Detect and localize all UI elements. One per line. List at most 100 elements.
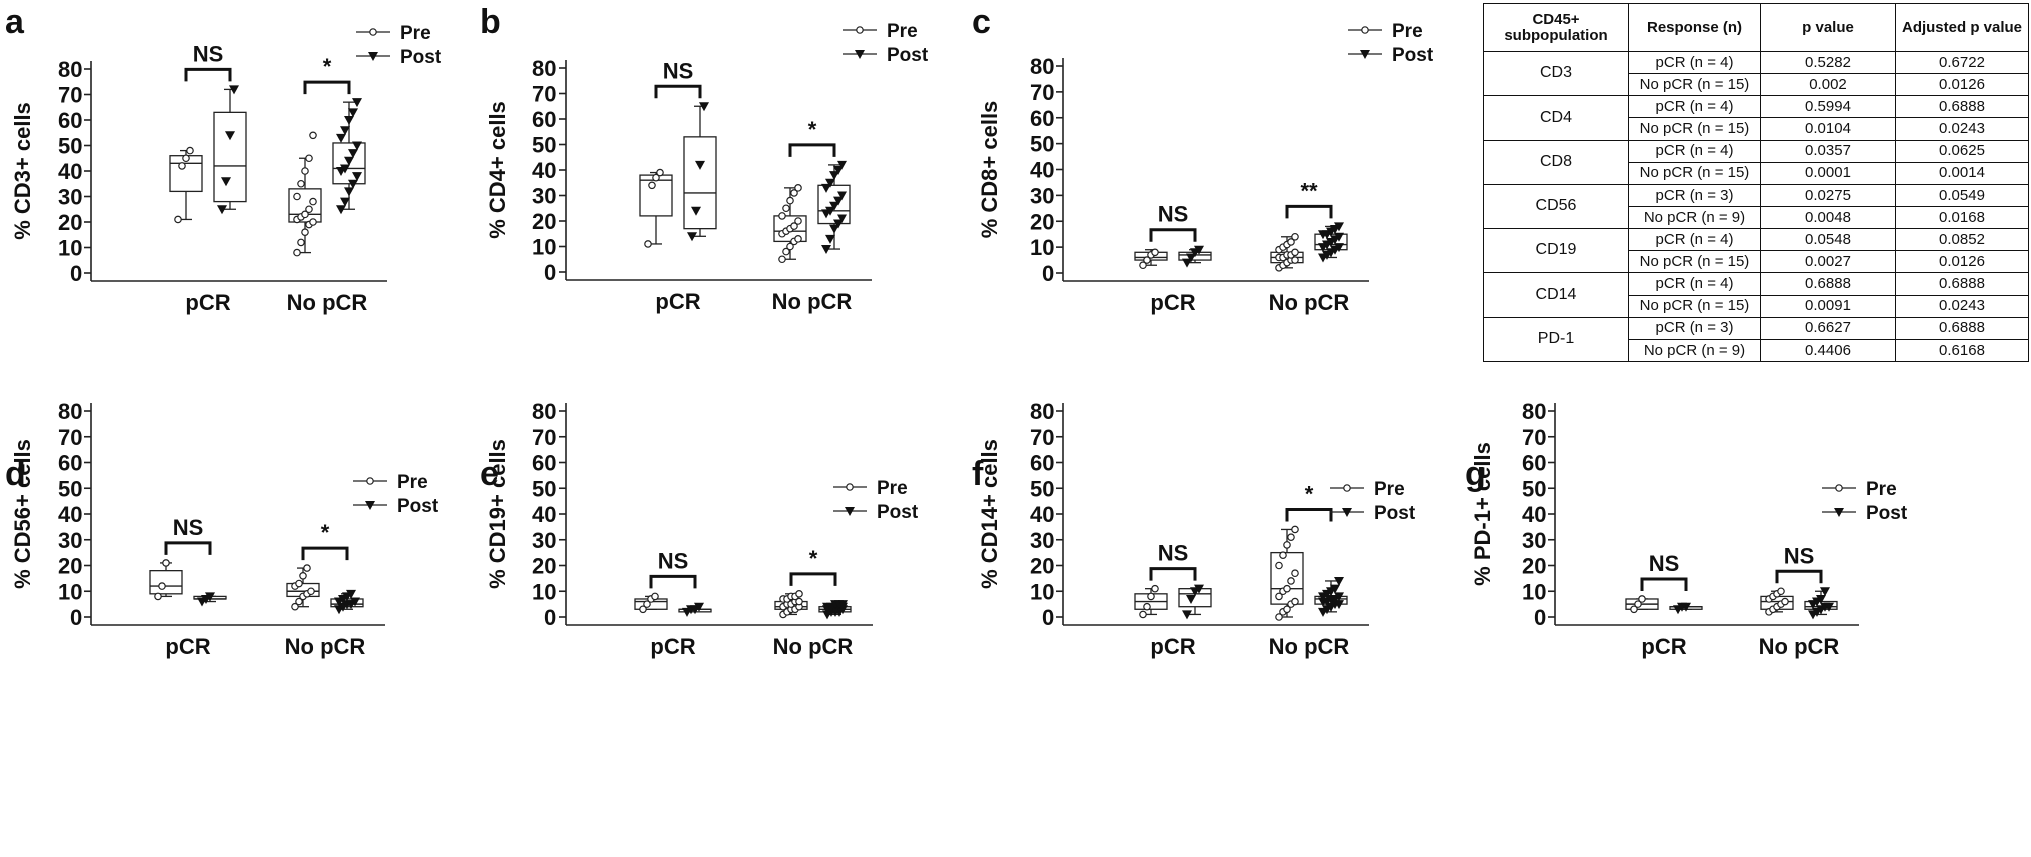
data-point-pre (1143, 256, 1151, 264)
data-point-pre (1291, 248, 1299, 257)
box-pre (774, 590, 808, 619)
y-tick-label: 60 (58, 108, 82, 133)
table-cell-response: pCR (n = 4) (1628, 272, 1761, 296)
y-axis-label: % CD4+ cells (485, 101, 510, 239)
x-category-label: No pCR (1759, 634, 1840, 659)
table-cell-adjusted-p-value: 0.0625 (1895, 139, 2029, 163)
legend-marker-post (365, 501, 375, 510)
data-point-pre (295, 579, 303, 588)
legend-label-pre: Pre (887, 21, 918, 42)
y-tick-label: 70 (1030, 425, 1054, 450)
table-cell-p-value: 0.002 (1760, 73, 1896, 97)
table-row: CD8 pCR (n = 4) 0.0357 0.0625 (1483, 139, 2029, 185)
legend-label-post: Post (400, 47, 442, 68)
box (213, 111, 247, 203)
y-tick-label: 0 (1534, 605, 1546, 630)
data-point-pre (174, 215, 182, 224)
data-point-pre (794, 235, 802, 243)
data-point-pre (305, 154, 313, 163)
table-cell-adjusted-p-value: 0.0243 (1895, 294, 2029, 318)
data-point-pre (794, 184, 802, 192)
table-row: No pCR (n = 9) 0.4406 0.6168 (1484, 338, 2029, 363)
data-point-post (205, 592, 215, 602)
y-axis-label: % CD3+ cells (10, 102, 35, 240)
table-cell-response: pCR (n = 4) (1628, 228, 1761, 252)
data-point-pre (291, 602, 299, 611)
data-point-post (217, 205, 227, 215)
box-pre (288, 131, 322, 257)
data-point-post (695, 160, 705, 170)
significance-bracket (1285, 507, 1333, 522)
data-point-post (348, 108, 358, 118)
y-tick-label: 50 (1030, 476, 1054, 501)
significance-label: NS (658, 548, 689, 573)
data-point-post (350, 597, 360, 607)
significance-bracket (789, 572, 837, 586)
data-point-pre (1634, 600, 1642, 608)
data-point-pre (1151, 248, 1159, 257)
data-point-post (821, 183, 831, 193)
legend: Pre Post (356, 23, 442, 68)
y-tick-label: 40 (532, 158, 556, 183)
y-tick-label: 80 (58, 399, 82, 424)
data-point-post (352, 141, 362, 151)
significance-label: NS (173, 515, 204, 540)
data-point-pre (652, 173, 660, 182)
y-tick-label: 20 (1522, 554, 1546, 579)
data-point-post (1334, 243, 1344, 253)
legend-label-post: Post (1374, 503, 1416, 524)
y-tick-label: 0 (70, 261, 82, 286)
legend-label-post: Post (1392, 45, 1434, 66)
table-cell-p-value: 0.0104 (1760, 117, 1896, 141)
box-post (332, 98, 366, 215)
x-category-label: No pCR (285, 634, 366, 659)
data-point-post (825, 178, 835, 188)
data-point-pre (1638, 595, 1646, 603)
y-tick-label: 30 (1522, 528, 1546, 553)
data-point-pre (786, 196, 794, 205)
data-point-pre (644, 240, 652, 248)
panel-letter: b (480, 3, 501, 41)
significance-bracket (301, 546, 349, 561)
x-category-label: pCR (1150, 290, 1195, 315)
data-point-post (829, 224, 839, 234)
table-cell-response: No pCR (n = 15) (1628, 250, 1761, 274)
x-category-label: pCR (1641, 634, 1686, 659)
data-point-pre (1287, 577, 1295, 585)
data-point-pre (778, 212, 786, 220)
data-point-pre (1275, 592, 1283, 601)
legend-marker-pre (366, 477, 374, 485)
y-tick-label: 10 (1030, 235, 1054, 260)
box-pre (286, 564, 320, 611)
box-post (1178, 584, 1212, 620)
y-tick-label: 30 (1030, 183, 1054, 208)
y-tick-label: 30 (58, 185, 82, 210)
data-point-post (1186, 594, 1196, 604)
significance-bracket (164, 541, 212, 555)
data-point-pre (182, 154, 190, 163)
legend-marker-post (368, 52, 378, 61)
y-tick-label: 80 (532, 399, 556, 424)
data-point-pre (305, 205, 313, 214)
y-tick-label: 50 (58, 134, 82, 159)
data-point-pre (309, 197, 317, 206)
data-point-pre (651, 592, 659, 601)
table-cell-subpopulation: CD56 (1483, 183, 1629, 230)
data-point-pre (295, 597, 303, 606)
box-post (817, 160, 851, 255)
table-cell-p-value: 0.0275 (1760, 183, 1896, 207)
y-tick-label: 40 (1522, 502, 1546, 527)
legend-label-post: Post (877, 502, 919, 523)
y-axis-label: % CD19+ cells (485, 439, 510, 589)
box (149, 570, 183, 595)
data-point-post (348, 149, 358, 159)
table-cell-p-value: 0.5282 (1760, 50, 1896, 75)
significance-label: NS (1158, 541, 1189, 566)
data-point-post (825, 206, 835, 216)
data-point-pre (1139, 610, 1147, 619)
box-post (1314, 576, 1348, 617)
legend: Pre Post (1822, 479, 1908, 524)
legend-label-pre: Pre (877, 478, 908, 499)
